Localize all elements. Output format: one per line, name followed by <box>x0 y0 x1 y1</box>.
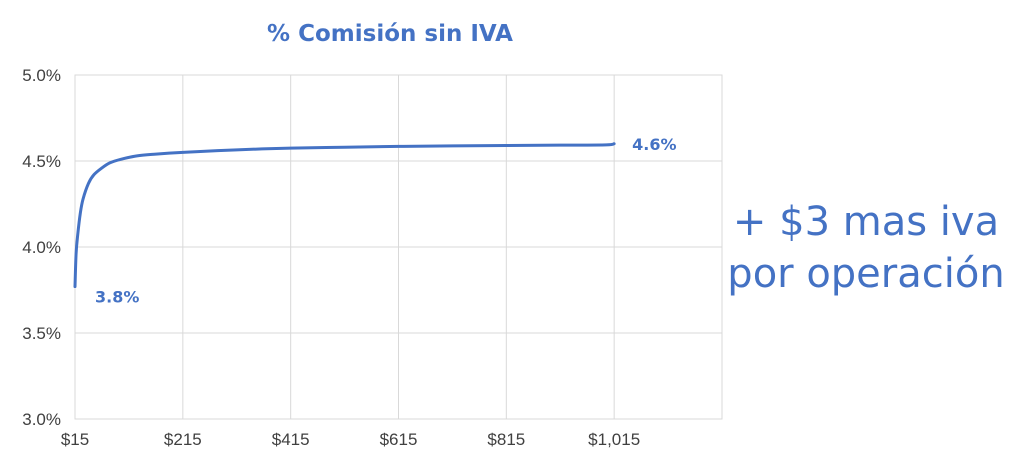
side-note-line-1: + $3 mas iva <box>732 199 1000 245</box>
data-label-end: 4.6% <box>632 135 676 154</box>
x-tick-label: $1,015 <box>588 430 640 449</box>
x-axis-ticks: $15 $215 $415 $615 $815 $1,015 <box>61 430 640 449</box>
y-tick-label: 4.5% <box>22 152 61 171</box>
side-note-line-2: por operación <box>727 251 1005 297</box>
x-tick-label: $615 <box>380 430 418 449</box>
side-note: + $3 mas iva por operación <box>716 196 1016 300</box>
series-group <box>73 142 616 289</box>
x-tick-label: $215 <box>164 430 202 449</box>
y-axis-ticks: 3.0% 3.5% 4.0% 4.5% 5.0% <box>22 66 61 429</box>
x-tick-label: $15 <box>61 430 89 449</box>
series-line-0 <box>73 142 616 289</box>
y-tick-label: 3.5% <box>22 324 61 343</box>
data-label-start: 3.8% <box>95 288 139 307</box>
grid <box>74 74 723 420</box>
y-tick-label: 4.0% <box>22 238 61 257</box>
data-labels: 3.8% 4.6% <box>95 135 677 307</box>
x-tick-label: $815 <box>487 430 525 449</box>
y-tick-label: 3.0% <box>22 410 61 429</box>
chart: % Comisión sin IVA 3.0%3.5%4.0%4.5%5.0% … <box>22 21 723 449</box>
y-tick-label: 5.0% <box>22 66 61 85</box>
x-tick-label: $415 <box>272 430 310 449</box>
chart-title: % Comisión sin IVA <box>267 21 513 47</box>
